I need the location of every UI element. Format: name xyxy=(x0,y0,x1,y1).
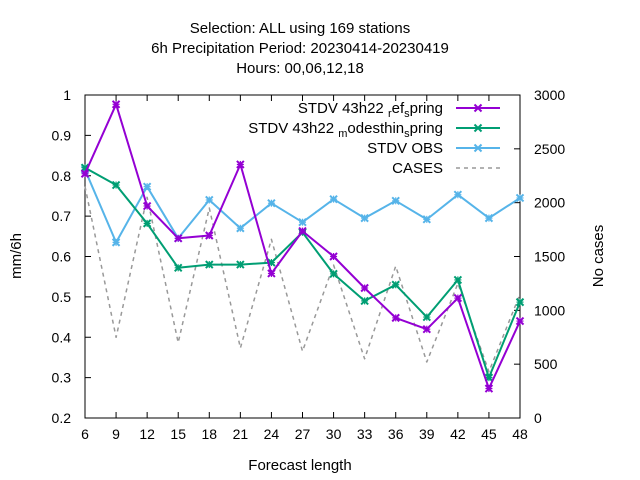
y-tick-label: 0.5 xyxy=(52,289,72,305)
x-tick-label: 9 xyxy=(112,426,120,442)
data-point xyxy=(80,169,90,178)
x-tick-label: 45 xyxy=(481,426,497,442)
x-tick-label: 12 xyxy=(139,426,155,442)
x-tick-label: 18 xyxy=(201,426,217,442)
series-3 xyxy=(84,186,521,373)
legend-label: STDV OBS xyxy=(367,140,443,157)
data-point xyxy=(111,180,121,190)
data-point xyxy=(360,283,369,293)
x-tick-label: 36 xyxy=(388,426,404,442)
data-point xyxy=(205,260,214,269)
y2-tick-label: 1000 xyxy=(534,302,565,318)
y-tick-label: 0.7 xyxy=(52,208,72,224)
series-line xyxy=(84,103,521,390)
data-point xyxy=(205,231,214,240)
data-point xyxy=(422,324,431,334)
x-tick-label: 21 xyxy=(233,426,249,442)
x-tick-label: 15 xyxy=(170,426,186,442)
x-tick-label: 39 xyxy=(419,426,435,442)
data-point xyxy=(298,226,307,236)
legend-label: STDV 43h22 modesthinspring xyxy=(248,120,443,140)
data-point xyxy=(329,252,338,261)
data-point xyxy=(391,313,400,323)
data-point xyxy=(142,182,152,191)
x-tick-label: 30 xyxy=(326,426,342,442)
y-tick-label: 0.2 xyxy=(52,410,72,426)
title-line-2: Hours: 00,06,12,18 xyxy=(236,60,364,77)
data-point xyxy=(267,198,276,208)
x-tick-label: 42 xyxy=(450,426,466,442)
data-point xyxy=(329,194,338,204)
data-point xyxy=(236,260,245,269)
data-point xyxy=(267,269,276,278)
data-point xyxy=(515,193,525,203)
y-axis-ticks: 0.2 0.3 0.4 0.5 0.6 0.7 0.8 0.9 1 xyxy=(52,87,91,426)
y2-tick-label: 0 xyxy=(534,410,542,426)
y-tick-label: 0.3 xyxy=(52,370,72,386)
data-point xyxy=(236,160,245,169)
x-tick-label: 48 xyxy=(512,426,528,442)
data-point xyxy=(205,195,214,205)
plot-area xyxy=(84,94,521,419)
data-point xyxy=(484,213,494,223)
x-tick-label: 27 xyxy=(295,426,311,442)
legend-label: CASES xyxy=(392,160,443,177)
y-tick-label: 0.6 xyxy=(52,249,72,265)
data-point xyxy=(111,238,121,247)
data-point xyxy=(453,293,463,303)
data-point xyxy=(329,269,338,279)
data-point xyxy=(142,219,152,228)
series-line xyxy=(84,166,521,379)
data-point xyxy=(142,201,152,211)
x-tick-label: 24 xyxy=(264,426,280,442)
legend-entry-1: STDV 43h22 modesthinspring xyxy=(248,120,500,140)
data-point xyxy=(453,275,463,285)
data-point xyxy=(298,217,307,227)
legend-entry-2: STDV OBS xyxy=(367,140,500,157)
data-point xyxy=(360,296,369,306)
series-line xyxy=(84,186,521,373)
title-line-1: 6h Precipitation Period: 20230414-202304… xyxy=(151,40,449,57)
data-point xyxy=(174,263,183,273)
y2-tick-label: 1500 xyxy=(534,249,565,265)
y-tick-label: 0.8 xyxy=(52,168,72,184)
data-point xyxy=(484,384,494,393)
data-point xyxy=(360,213,369,223)
y2-axis-ticks: 0 500 1000 1500 2000 2500 3000 xyxy=(514,87,565,426)
y2-tick-label: 2500 xyxy=(534,141,565,157)
y-tick-label: 0.9 xyxy=(52,127,72,143)
x-tick-label: 6 xyxy=(81,426,89,442)
y2-tick-label: 2000 xyxy=(534,195,565,211)
x-axis-label: Forecast length xyxy=(248,457,351,474)
y-axis-label: mm/6h xyxy=(8,233,25,279)
data-point xyxy=(453,190,463,199)
legend-entry-3: CASES xyxy=(392,160,500,177)
data-point xyxy=(391,196,400,205)
series-2 xyxy=(80,165,525,247)
y2-tick-label: 500 xyxy=(534,356,558,372)
series-0 xyxy=(80,100,525,393)
legend-label: STDV 43h22 refspring xyxy=(298,100,443,120)
y2-tick-label: 3000 xyxy=(534,87,565,103)
series-layer xyxy=(80,100,525,393)
data-point xyxy=(515,316,525,326)
x-axis-ticks: 6 9 12 15 18 21 24 27 30 33 36 39 42 45 48 xyxy=(81,95,528,442)
plot-frame xyxy=(84,94,521,419)
data-point xyxy=(515,297,525,307)
data-point xyxy=(111,100,121,109)
data-point xyxy=(422,312,431,322)
y-tick-label: 1 xyxy=(63,87,71,103)
y-tick-label: 0.4 xyxy=(52,329,72,345)
data-point xyxy=(422,215,431,224)
chart-title: Selection: ALL using 169 stations 6h Prec… xyxy=(151,20,449,77)
legend-entry-0: STDV 43h22 refspring xyxy=(298,100,500,120)
data-point xyxy=(174,234,183,243)
title-line-0: Selection: ALL using 169 stations xyxy=(190,20,410,37)
data-point xyxy=(236,224,245,233)
y2-axis-label: No cases xyxy=(590,225,607,288)
data-point xyxy=(391,280,400,289)
x-tick-label: 33 xyxy=(357,426,373,442)
